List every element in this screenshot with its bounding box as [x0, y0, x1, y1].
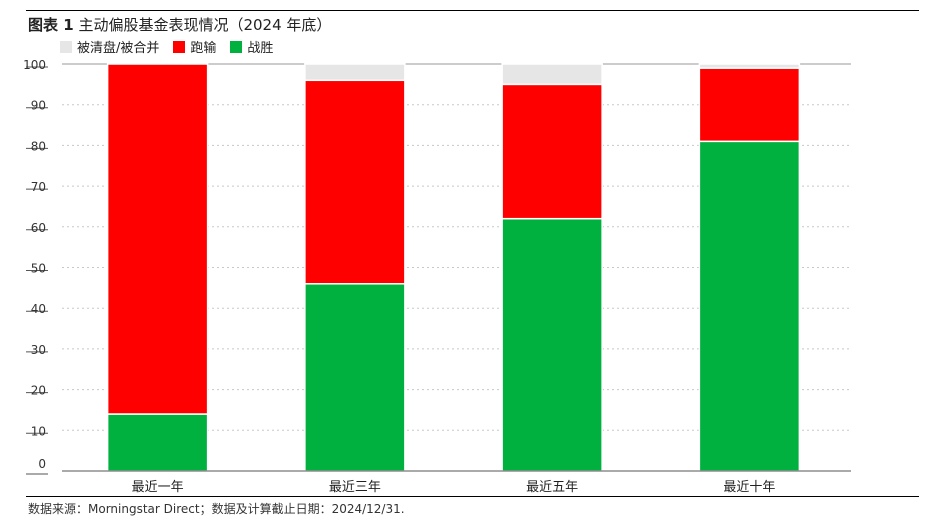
legend-swatch-outperform	[230, 40, 243, 53]
bar-2-series-2	[501, 63, 603, 86]
bar-0-series-0	[106, 413, 209, 472]
bottom-rule	[26, 496, 919, 497]
y-tick-label-70: 70	[31, 180, 46, 194]
figure-label: 图表 1	[28, 16, 74, 34]
y-tick-label-50: 50	[31, 262, 46, 276]
bar-3-series-0	[698, 140, 801, 472]
legend-item-liquidated: 被清盘/被合并	[60, 37, 159, 56]
bar-2-series-1	[501, 83, 603, 220]
y-tick-label-40: 40	[31, 302, 46, 316]
y-tick-label-90: 90	[31, 99, 46, 113]
y-tick-label-0: 0	[38, 457, 46, 471]
x-tick-label-1: 最近三年	[329, 480, 381, 495]
legend-swatch-liquidated	[60, 40, 72, 53]
legend: 被清盘/被合并 跑输 战胜	[60, 37, 273, 56]
x-tick-label-2: 最近五年	[526, 480, 578, 495]
bar-1-series-2	[304, 63, 406, 82]
bar-3-series-2	[698, 63, 801, 69]
legend-label-liquidated: 被清盘/被合并	[77, 41, 160, 56]
x-tick-label-3: 最近十年	[723, 480, 775, 495]
legend-label-outperform: 战胜	[247, 41, 274, 56]
y-tick-label-100: 100	[23, 58, 46, 72]
title-text: 主动偏股基金表现情况（2024 年底）	[78, 16, 332, 34]
y-tick-label-20: 20	[31, 384, 46, 398]
bar-0-series-1	[106, 63, 209, 415]
x-tick-label-0: 最近一年	[132, 480, 184, 495]
bar-2-series-0	[501, 217, 603, 472]
bar-1-series-0	[304, 283, 406, 472]
legend-item-outperform: 战胜	[230, 37, 273, 56]
y-tick-label-10: 10	[31, 424, 46, 438]
legend-item-underperform: 跑输	[173, 37, 216, 56]
y-tick-label-30: 30	[31, 343, 46, 357]
y-tick-label-60: 60	[31, 221, 46, 235]
bar-3-series-1	[698, 67, 801, 143]
legend-swatch-underperform	[173, 40, 186, 53]
y-tick-label-80: 80	[31, 139, 46, 153]
chart-title: 图表 1 主动偏股基金表现情况（2024 年底）	[28, 14, 331, 35]
legend-label-underperform: 跑输	[190, 41, 217, 56]
bar-1-series-1	[304, 79, 406, 285]
source-note: 数据来源：Morningstar Direct；数据及计算截止日期：2024/1…	[28, 502, 405, 516]
top-rule	[26, 10, 919, 11]
